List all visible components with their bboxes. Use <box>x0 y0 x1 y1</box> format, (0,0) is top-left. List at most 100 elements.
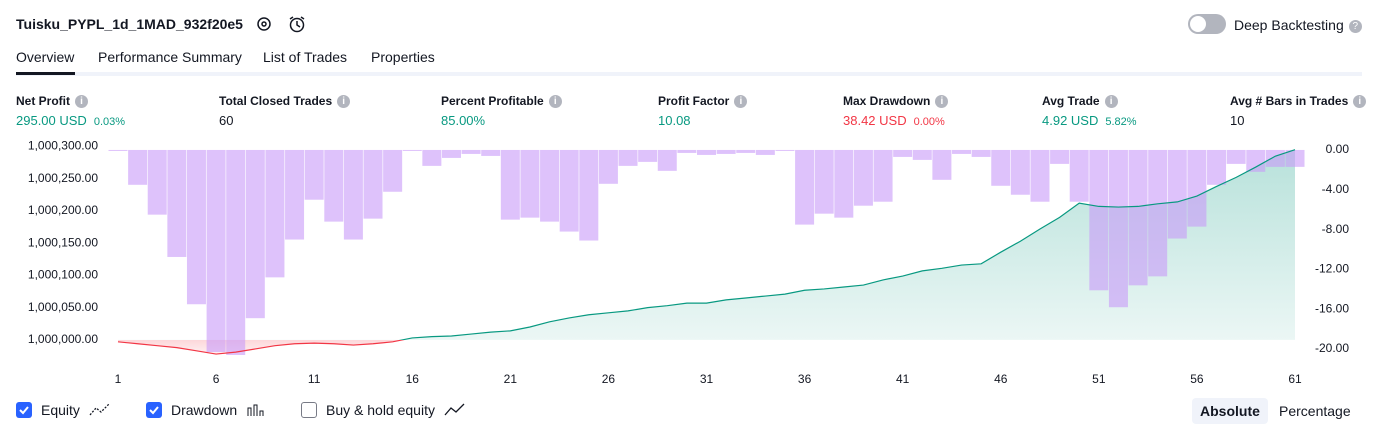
info-icon[interactable]: ? <box>1348 20 1362 33</box>
x-tick-label: 11 <box>308 372 321 386</box>
drawdown-bar <box>1030 149 1050 202</box>
drawdown-bar <box>736 149 756 153</box>
checkbox-box <box>146 402 162 418</box>
value: 10 <box>1230 113 1245 128</box>
info-icon: i <box>734 95 748 108</box>
drawdown-bar <box>1128 149 1148 286</box>
drawdown-bar <box>677 149 697 153</box>
metric-label: Net Profit i <box>16 94 88 108</box>
drawdown-bar <box>402 149 422 151</box>
drawdown-bar <box>245 149 265 319</box>
y-tick-label: 1,000,200.00 <box>28 203 98 217</box>
info-icon: i <box>337 95 351 108</box>
y-tick-label: 1,000,000.00 <box>28 332 98 346</box>
equity-checkbox[interactable]: Equity <box>16 402 112 418</box>
drawdown-bar <box>932 149 952 180</box>
info-icon: i <box>935 95 949 108</box>
drawdown-bar <box>540 149 560 222</box>
y-tick-label: 1,000,150.00 <box>28 235 98 249</box>
drawdown-bar <box>1207 149 1227 185</box>
x-tick-label: 16 <box>406 372 420 386</box>
tab[interactable]: Performance Summary <box>98 49 242 65</box>
value: 60 <box>219 113 234 128</box>
y-tick-label: 1,000,100.00 <box>28 268 98 282</box>
view-mode-button[interactable]: Percentage <box>1279 403 1351 419</box>
label: Avg # Bars in Trades <box>1230 94 1349 108</box>
metric-value: 60 <box>219 113 233 128</box>
drawdown-bar <box>1089 149 1109 291</box>
checkbox-label: Buy & hold equity <box>326 402 435 418</box>
metric-label: Percent Profitable i <box>441 94 562 108</box>
label: Percent Profitable <box>441 94 544 108</box>
view-mode-button[interactable]: Absolute <box>1192 398 1268 424</box>
equity-area <box>118 149 1295 355</box>
y2-tick-label: 0.00 <box>1326 142 1350 156</box>
tab-divider <box>16 72 1362 76</box>
drawdown-bar <box>1187 149 1207 227</box>
strategy-title: Tuisku_PYPL_1d_1MAD_932f20e5 <box>16 16 243 32</box>
title-icons[interactable] <box>255 15 305 35</box>
drawdown-bar <box>147 149 167 215</box>
tab[interactable]: Properties <box>371 49 435 65</box>
info-icon: i <box>75 95 88 108</box>
sub-value: 5.82% <box>1105 116 1137 128</box>
value: 295.00 USD <box>16 113 87 128</box>
tab[interactable]: Overview <box>16 49 75 65</box>
x-tick-label: 41 <box>896 372 910 386</box>
drawdown-bar <box>186 149 206 305</box>
drawdown-bar <box>304 149 324 200</box>
y2-tick-label: -4.00 <box>1322 182 1350 196</box>
toggle[interactable] <box>1188 14 1226 34</box>
x-tick-label: 1 <box>115 372 122 386</box>
drawdown-bar <box>1069 149 1089 202</box>
metric-value: 38.42 USD 0.00% <box>843 113 945 128</box>
y-tick-label: 1,000,250.00 <box>28 171 98 185</box>
x-tick-label: 6 <box>213 372 220 386</box>
drawdown-bar <box>1167 149 1187 239</box>
drawdown-bar <box>422 149 442 166</box>
drawdown-checkbox[interactable]: Drawdown <box>146 402 269 418</box>
x-tick-label: 26 <box>602 372 616 386</box>
value: 4.92 USD <box>1042 113 1099 128</box>
label: Profit Factor <box>658 94 730 108</box>
label: Max Drawdown <box>843 94 931 108</box>
x-tick-label: 51 <box>1092 372 1106 386</box>
x-tick-label: 56 <box>1190 372 1204 386</box>
metric-label: Avg # Bars in Trades i <box>1230 94 1367 108</box>
checkbox-box <box>301 402 317 418</box>
info-icon: i <box>1104 95 1118 108</box>
y2-tick-label: -12.00 <box>1315 262 1349 276</box>
drawdown-bar <box>795 149 815 225</box>
drawdown-bar <box>618 149 638 166</box>
drawdown-bar <box>1010 149 1030 195</box>
drawdown-bar <box>520 149 540 218</box>
info-icon: i <box>548 95 562 108</box>
drawdown-bar <box>1285 149 1305 167</box>
checkbox-box <box>16 402 32 418</box>
drawdown-bar <box>1265 149 1285 167</box>
metric-value: 85.00% <box>441 113 485 128</box>
drawdown-bar <box>657 149 677 171</box>
deep-backtesting-label: Deep Backtesting? <box>1234 17 1362 33</box>
drawdown-bar <box>853 149 873 206</box>
value: 38.42 USD <box>843 113 907 128</box>
drawdown-bar <box>971 149 991 157</box>
active-tab-underline <box>16 72 75 75</box>
metric-value: 4.92 USD 5.82% <box>1042 113 1137 128</box>
drawdown-bar <box>716 149 736 154</box>
x-tick-label: 31 <box>700 372 714 386</box>
sub-value: 0.03% <box>93 116 126 128</box>
drawdown-bar <box>873 149 893 202</box>
drawdown-bar <box>441 149 461 158</box>
drawdown-bar <box>1050 149 1070 164</box>
drawdown-bar <box>991 149 1011 186</box>
drawdown-bar <box>324 149 344 222</box>
value: 10.08 <box>658 113 691 128</box>
checkbox-label: Equity <box>41 402 80 418</box>
metric-label: Avg Trade i <box>1042 94 1118 108</box>
drawdown-bar <box>1108 149 1128 308</box>
tab[interactable]: List of Trades <box>263 49 348 65</box>
buy-hold-checkbox[interactable]: Buy & hold equity <box>301 402 467 418</box>
drawdown-bar <box>559 149 579 232</box>
